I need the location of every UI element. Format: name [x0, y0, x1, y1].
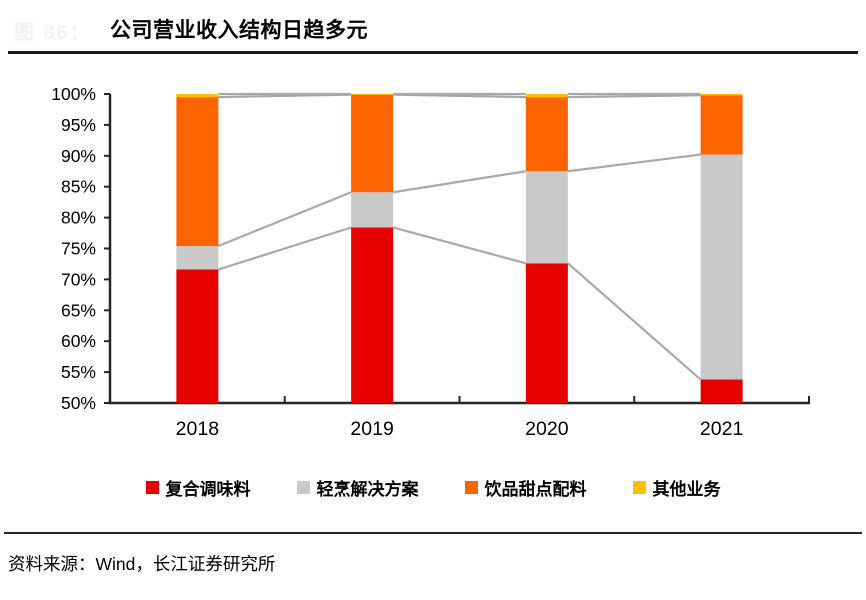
y-tick-label: 85%: [61, 177, 96, 197]
legend-item-3: 饮品甜点配料: [464, 475, 587, 500]
bar-segment-2020: [525, 94, 568, 98]
chart-legend: 复合调味料 轻烹解决方案 饮品甜点配料 其他业务: [0, 474, 866, 500]
y-tick-label: 55%: [61, 362, 96, 382]
y-tick-label: 50%: [61, 393, 96, 413]
bar-segment-2018: [176, 94, 219, 98]
series-connector-line: [392, 170, 527, 194]
bar-segment-2020: [525, 97, 568, 172]
bar-segment-2018: [176, 246, 219, 270]
y-tick-label: 100%: [51, 84, 96, 104]
footer-rule: [4, 532, 862, 534]
y-tick-label: 75%: [61, 239, 96, 259]
x-tick-label: 2019: [350, 418, 393, 440]
bar-segment-2020: [525, 263, 568, 403]
y-tick-label: 95%: [61, 115, 96, 135]
x-tick-label: 2020: [525, 418, 569, 440]
chart-svg: 100% 95% 90% 85% 80% 75% 70% 65% 60% 55% 50% 2018 20…: [51, 84, 810, 440]
legend-item-2: 轻烹解决方案: [296, 475, 419, 500]
bar-segment-2021: [700, 154, 743, 380]
bar-segment-2021: [700, 379, 743, 403]
bar-segment-2019: [351, 192, 394, 228]
legend-label: 轻烹解决方案: [316, 479, 419, 499]
legend-swatch-icon: [296, 480, 310, 494]
source-text: 资料来源：Wind，长江证券研究所: [8, 554, 276, 574]
series-connector-line: [567, 94, 701, 99]
series-connector-line: [567, 262, 702, 381]
y-tick-label: 90%: [61, 146, 96, 166]
y-tick-label: 65%: [61, 300, 96, 320]
bar-segment-2018: [176, 269, 219, 403]
bar-segment-2020: [525, 171, 568, 264]
legend-swatch-icon: [464, 480, 478, 494]
series-connector-line: [217, 191, 352, 248]
legend-label: 其他业务: [652, 479, 721, 499]
x-tick-label: 2021: [700, 418, 743, 440]
series-connector-line: [567, 153, 701, 173]
legend-swatch-icon: [145, 480, 159, 494]
title-underline-rule: [8, 51, 858, 54]
bar-segment-2019: [351, 227, 394, 403]
legend-swatch-icon: [632, 480, 646, 494]
bar-segment-2019: [351, 94, 394, 193]
chart-title: 公司营业收入结构日趋多元: [110, 19, 368, 42]
series-connector-line: [392, 226, 527, 265]
series-connector-line: [218, 226, 352, 271]
y-tick-label: 80%: [61, 208, 96, 228]
legend-item-4: 其他业务: [632, 475, 721, 500]
y-tick-label: 60%: [61, 331, 96, 351]
bar-segment-2021: [700, 95, 743, 155]
legend-label: 饮品甜点配料: [484, 479, 587, 499]
bar-segment-2019: [351, 94, 394, 95]
x-tick-label: 2018: [176, 418, 219, 440]
legend-label: 复合调味料: [165, 479, 251, 499]
bar-segment-2018: [176, 97, 219, 247]
figure-number-ghost-label: 图 86：: [14, 22, 92, 44]
y-tick-label: 70%: [61, 269, 96, 289]
bar-segment-2021: [700, 94, 743, 96]
legend-item-1: 复合调味料: [145, 475, 251, 500]
